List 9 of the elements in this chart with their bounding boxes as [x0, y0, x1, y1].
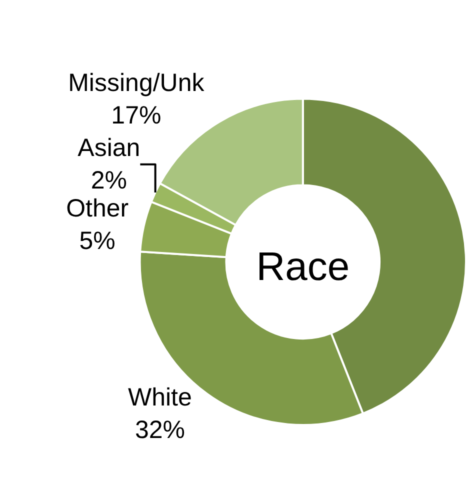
- text: Race: [256, 244, 350, 289]
- data-label: 2%: [90, 166, 127, 195]
- slice-label: Asian: [78, 134, 140, 162]
- slice-label: Missing/Unk: [68, 68, 205, 97]
- slice-label: White: [128, 383, 192, 412]
- data-label: 17%: [111, 101, 162, 130]
- data-label: 5%: [79, 227, 116, 256]
- slice-label: Other: [66, 194, 129, 223]
- data-label: 32%: [134, 416, 185, 444]
